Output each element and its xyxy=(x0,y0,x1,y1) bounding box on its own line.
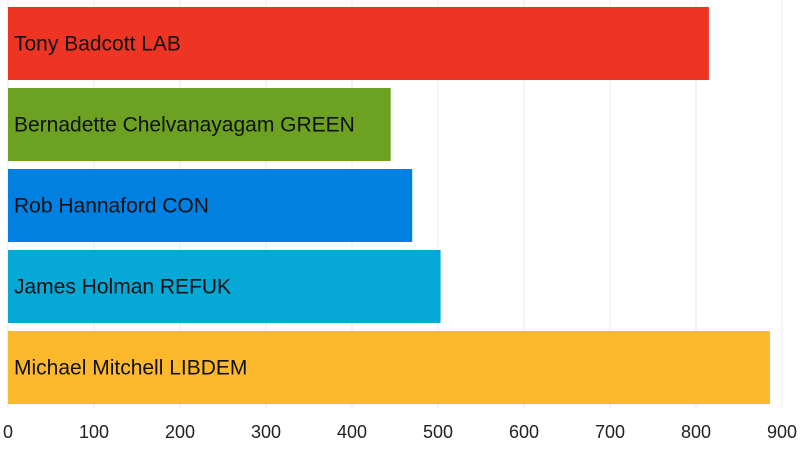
bar-label: James Holman REFUK xyxy=(14,276,231,299)
bar-label: Bernadette Chelvanayagam GREEN xyxy=(14,114,355,137)
x-tick-label: 200 xyxy=(165,422,195,442)
bar xyxy=(8,7,709,80)
bar-label: Rob Hannaford CON xyxy=(14,195,209,218)
x-tick-label: 600 xyxy=(509,422,539,442)
bar xyxy=(8,88,391,161)
bar xyxy=(8,331,770,404)
x-tick-label: 500 xyxy=(423,422,453,442)
x-tick-label: 0 xyxy=(3,422,13,442)
bar-label: Tony Badcott LAB xyxy=(14,33,181,56)
x-tick-label: 100 xyxy=(79,422,109,442)
x-tick-label: 400 xyxy=(337,422,367,442)
bar-label: Michael Mitchell LIBDEM xyxy=(14,357,247,380)
x-tick-label: 900 xyxy=(767,422,797,442)
bar xyxy=(8,250,441,323)
bars: Tony Badcott LAB Bernadette Chelvanayagam… xyxy=(8,7,770,404)
x-tick-label: 700 xyxy=(595,422,625,442)
x-tick-label: 800 xyxy=(681,422,711,442)
x-axis-ticks: 0 100 200 300 400 500 600 700 800 900 xyxy=(3,422,797,442)
x-tick-label: 300 xyxy=(251,422,281,442)
bar xyxy=(8,169,413,242)
